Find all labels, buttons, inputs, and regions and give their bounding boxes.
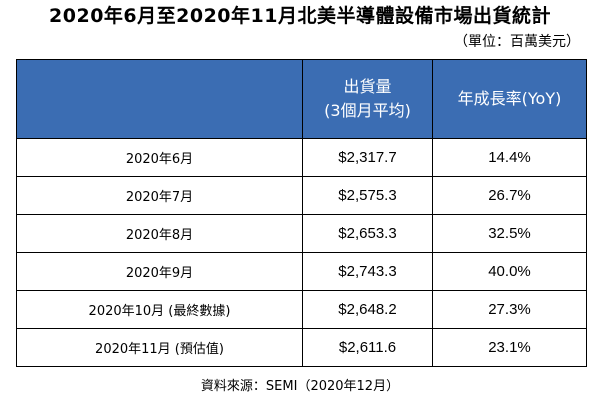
row-yoy: 23.1% (432, 328, 587, 367)
row-month: 2020年10月 (最終數據) (16, 290, 303, 329)
header-shipments-line1: 出貨量 (343, 77, 392, 96)
source-note: 資料來源：SEMI（2020年12月） (200, 379, 400, 394)
row-month: 2020年9月 (16, 252, 303, 291)
table-row: 2020年8月 $2,653.3 32.5% (16, 214, 587, 253)
header-shipments-line2: (3個月平均) (324, 101, 411, 120)
table-row: 2020年10月 (最終數據) $2,648.2 27.3% (16, 290, 587, 329)
row-yoy: 14.4% (432, 138, 587, 177)
row-shipments: $2,317.7 (302, 138, 433, 177)
row-shipments: $2,743.3 (302, 252, 433, 291)
header-yoy: 年成長率(YoY) (432, 59, 587, 139)
page-title: 2020年6月至2020年11月北美半導體設備市場出貨統計 (49, 5, 551, 27)
row-shipments: $2,575.3 (302, 176, 433, 215)
row-yoy: 32.5% (432, 214, 587, 253)
row-shipments: $2,611.6 (302, 328, 433, 367)
header-shipments: 出貨量 (3個月平均) (302, 59, 433, 139)
unit-note: （單位：百萬美元） (454, 34, 580, 50)
table-header-row: 出貨量 (3個月平均) 年成長率(YoY) (16, 59, 587, 139)
table-row: 2020年11月 (預估值) $2,611.6 23.1% (16, 328, 587, 367)
table-row: 2020年6月 $2,317.7 14.4% (16, 138, 587, 177)
header-blank-cell (16, 59, 303, 139)
row-shipments: $2,653.3 (302, 214, 433, 253)
row-month: 2020年11月 (預估值) (16, 328, 303, 367)
row-month: 2020年7月 (16, 176, 303, 215)
row-shipments: $2,648.2 (302, 290, 433, 329)
row-yoy: 40.0% (432, 252, 587, 291)
table-row: 2020年7月 $2,575.3 26.7% (16, 176, 587, 215)
row-yoy: 26.7% (432, 176, 587, 215)
table-row: 2020年9月 $2,743.3 40.0% (16, 252, 587, 291)
row-yoy: 27.3% (432, 290, 587, 329)
row-month: 2020年6月 (16, 138, 303, 177)
row-month: 2020年8月 (16, 214, 303, 253)
shipment-table: 出貨量 (3個月平均) 年成長率(YoY) 2020年6月 $2,317.7 1… (16, 59, 587, 367)
